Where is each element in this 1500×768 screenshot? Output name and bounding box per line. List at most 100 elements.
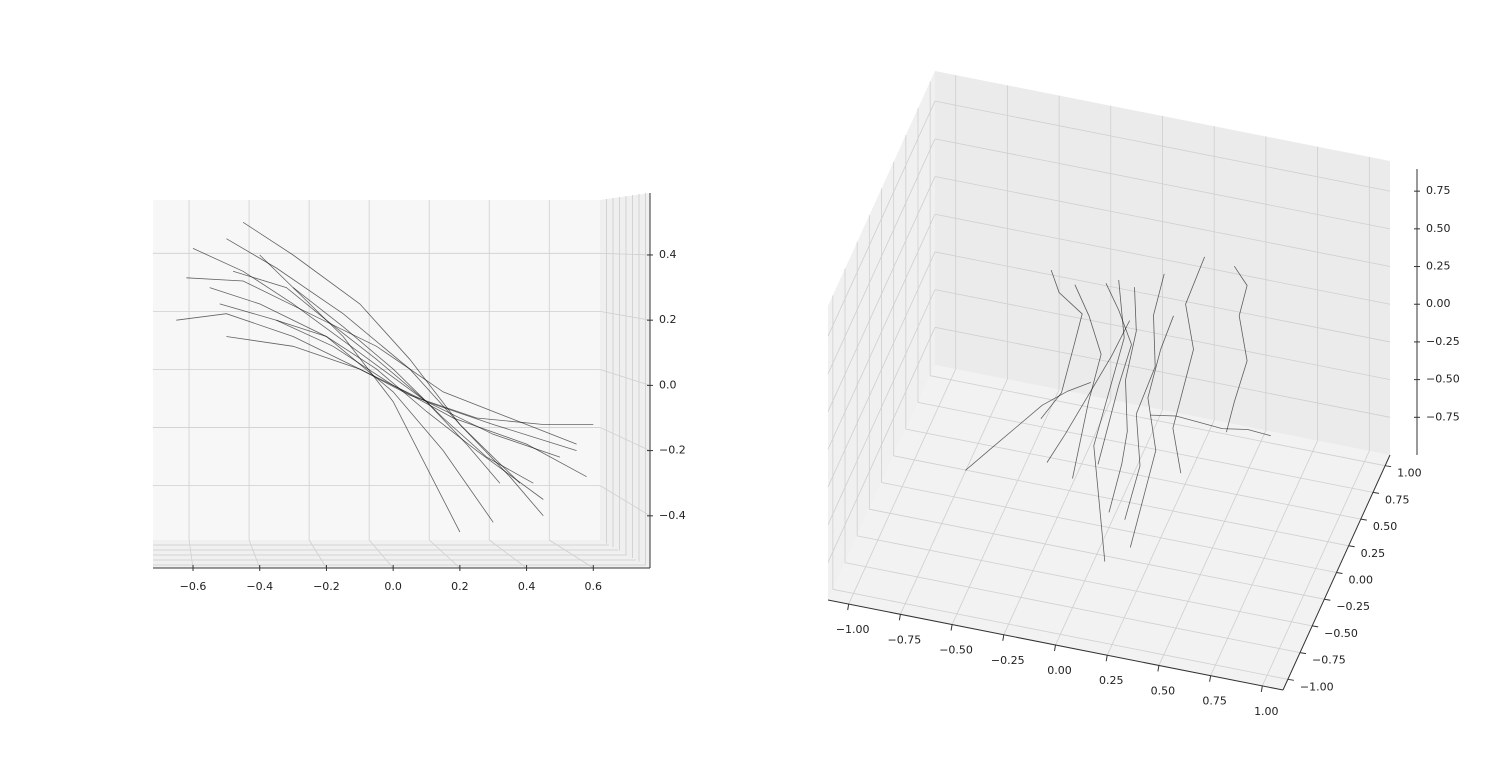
tick-mark	[1002, 634, 1005, 641]
grid-line	[832, 588, 1288, 680]
tick-mark	[1260, 685, 1263, 692]
trajectory	[1226, 265, 1248, 433]
y-axis-line	[1282, 454, 1391, 691]
y-tick-label: 0.50	[1373, 520, 1398, 533]
tick-mark	[1385, 465, 1392, 468]
x-tick-label: 0.0	[384, 580, 402, 593]
grid-line	[599, 310, 651, 321]
x-tick-label: 0.00	[1047, 664, 1072, 677]
trajectory	[965, 382, 1091, 471]
grid-line	[934, 100, 1391, 192]
z-tick-label: −0.4	[659, 509, 686, 522]
tick-mark	[1209, 675, 1212, 682]
grid-line	[844, 562, 1301, 654]
grid-line	[599, 369, 651, 386]
z-tick-label: 0.0	[659, 378, 677, 391]
trajectory	[1097, 283, 1132, 465]
grid-line	[188, 539, 194, 569]
grid-line	[827, 138, 936, 375]
back-pane	[153, 200, 600, 540]
x-tick-label: 0.2	[451, 580, 469, 593]
grid-line	[599, 485, 651, 517]
trajectory	[292, 287, 534, 484]
grid-line	[827, 214, 936, 450]
grid-line	[934, 213, 1391, 305]
tick-mark	[1336, 572, 1343, 574]
grid-line	[827, 100, 936, 337]
side-pane	[600, 193, 650, 568]
x-tick-label: 0.4	[518, 580, 536, 593]
x-tick-label: 0.25	[1099, 674, 1124, 687]
trajectory	[1046, 320, 1131, 463]
x-tick-label: −0.25	[991, 654, 1025, 667]
y-tick-label: −1.00	[1300, 680, 1334, 693]
tick-mark	[1157, 665, 1160, 672]
trajectory	[1124, 273, 1165, 520]
grid-line	[368, 539, 394, 569]
x-tick-label: 0.50	[1151, 684, 1176, 697]
z-tick-label: −0.2	[659, 444, 686, 457]
z-tick-label: 0.00	[1426, 297, 1451, 310]
grid-line	[905, 428, 1361, 520]
tick-mark	[1287, 678, 1294, 681]
grid-line	[308, 539, 327, 569]
grid-line	[930, 375, 1386, 467]
x-tick-label: −0.6	[180, 580, 207, 593]
x-tick-label: −0.4	[246, 580, 273, 593]
trajectory	[242, 221, 521, 484]
x-tick-label: −0.75	[888, 633, 922, 646]
grid-line	[934, 326, 1391, 418]
trajectory	[219, 303, 587, 478]
x-tick-label: −0.2	[313, 580, 340, 593]
x-tick-label: 0.6	[585, 580, 603, 593]
trajectory	[186, 277, 577, 445]
z-tick-label: 0.50	[1426, 222, 1451, 235]
z-tick-label: 0.4	[659, 248, 677, 261]
grid-line	[549, 539, 594, 569]
trajectory	[1129, 315, 1174, 548]
tick-mark	[847, 604, 850, 611]
trajectory	[176, 313, 594, 425]
trajectory	[1040, 269, 1083, 420]
trajectory	[1108, 287, 1137, 513]
y-tick-label: −0.25	[1336, 600, 1370, 613]
tick-mark	[1312, 625, 1319, 628]
z-tick-label: 0.2	[659, 313, 677, 326]
grid-line	[934, 176, 1391, 267]
tick-mark	[1372, 491, 1380, 494]
y-tick-label: 1.00	[1397, 467, 1422, 480]
tick-mark	[1054, 644, 1056, 652]
trajectory	[192, 248, 561, 458]
grid-line	[934, 251, 1391, 343]
y-tick-label: 0.25	[1361, 547, 1386, 560]
y-tick-label: −0.50	[1324, 627, 1358, 640]
grid-line	[827, 176, 936, 412]
tick-mark	[1360, 518, 1367, 521]
z-tick-label: 0.75	[1426, 184, 1451, 197]
grid-line	[827, 289, 936, 525]
floor-pane	[153, 540, 650, 568]
z-tick-label: −0.25	[1426, 335, 1460, 348]
tick-mark	[1348, 545, 1355, 548]
y-tick-label: −0.75	[1312, 654, 1346, 667]
tick-mark	[1324, 598, 1331, 601]
grid-line	[827, 327, 936, 563]
grid-line	[934, 138, 1391, 230]
x-tick-label: −1.00	[836, 623, 870, 636]
grid-line	[599, 427, 651, 451]
trajectory	[1072, 284, 1102, 479]
tick-mark	[1105, 655, 1108, 662]
grid-line	[489, 539, 527, 569]
z-tick-label: −0.50	[1426, 373, 1460, 386]
trajectory	[1172, 256, 1205, 474]
z-tick-label: 0.25	[1426, 260, 1451, 273]
grid-line	[599, 252, 651, 256]
grid-line	[893, 455, 1349, 547]
grid-line	[827, 251, 936, 488]
grid-line	[857, 535, 1313, 627]
trajectory	[1093, 279, 1125, 562]
grid-line	[248, 539, 261, 569]
y-tick-label: 0.75	[1385, 493, 1410, 506]
